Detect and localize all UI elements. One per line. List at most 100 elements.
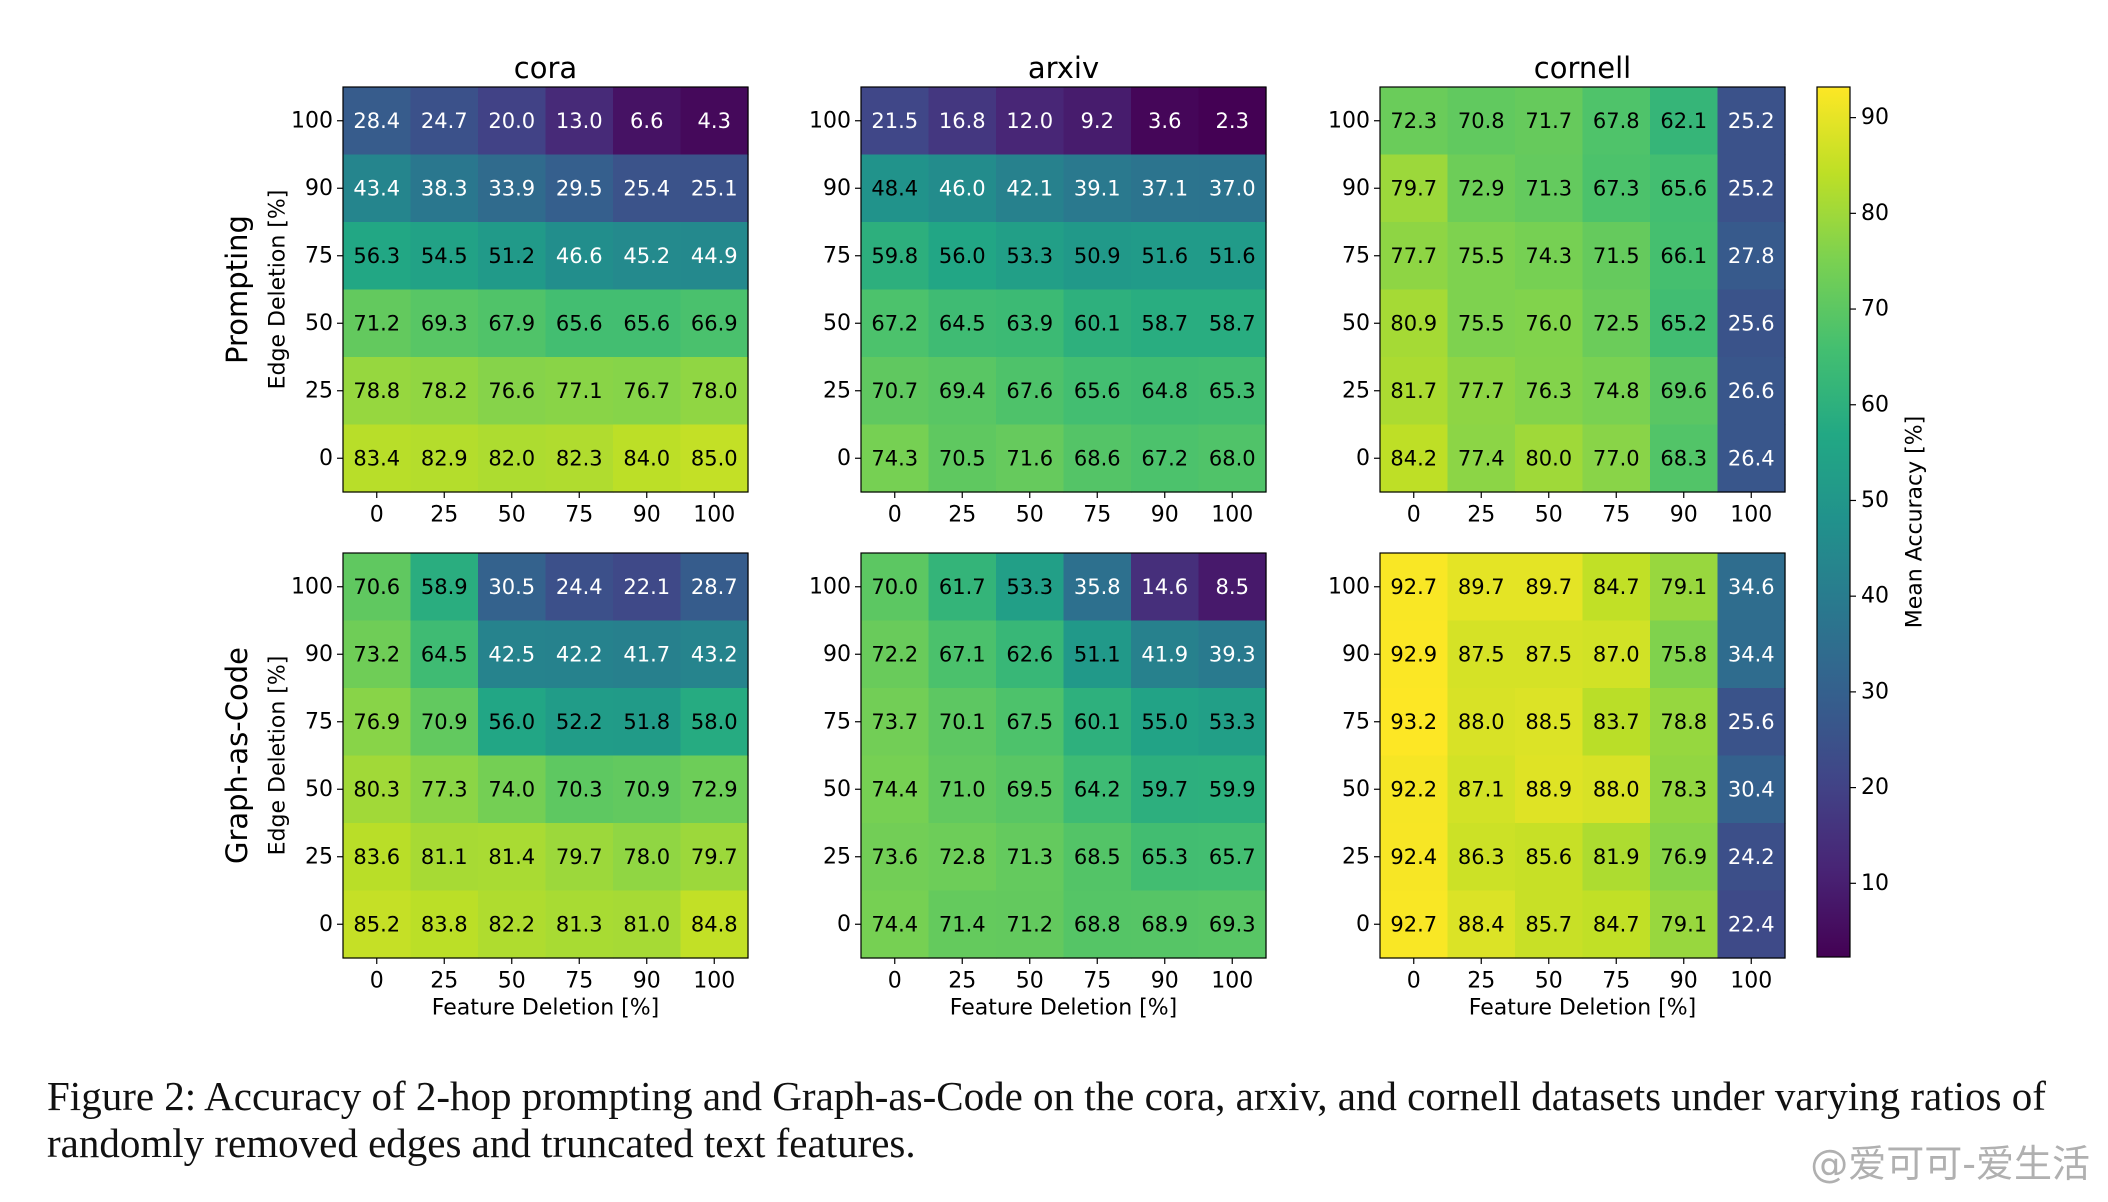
heatmap-cell [928,357,997,426]
x-tick-label: 50 [1016,969,1044,994]
cell-value-label: 75.5 [1458,311,1505,335]
colorbar-tick-label: 90 [1861,105,1889,130]
heatmap-cell [410,553,479,622]
cell-value-label: 79.7 [1390,176,1437,200]
heatmap-figure: 28.4 24.7 20.0 13.0 6.6 4.3 43.4 38.3 33.9 29.5 25… [220,51,1928,1021]
heatmap-cell [478,357,547,426]
heatmap-cell [680,620,749,689]
cell-value-label: 74.0 [488,777,535,801]
heatmap-cell [545,289,614,358]
cell-value-label: 53.3 [1209,710,1256,734]
cell-value-label: 51.6 [1209,244,1256,268]
x-tick-label: 75 [1602,969,1630,994]
cell-value-label: 84.2 [1390,446,1437,470]
cell-value-label: 81.0 [623,912,670,936]
cell-value-label: 68.3 [1660,446,1707,470]
panel-title: arxiv [1028,51,1099,85]
cell-value-label: 68.8 [1074,912,1121,936]
heatmap-cell [343,890,412,959]
cell-value-label: 81.4 [488,845,535,869]
x-tick-label: 75 [1083,503,1111,528]
x-tick-label: 90 [1670,503,1698,528]
y-tick-label: 25 [1342,844,1370,869]
cell-value-label: 65.3 [1209,379,1256,403]
row-title: Prompting [220,215,254,364]
y-tick-label: 100 [291,108,333,133]
y-tick-label: 100 [1328,108,1370,133]
cell-value-label: 74.8 [1593,379,1640,403]
cell-value-label: 88.0 [1593,777,1640,801]
x-tick-label: 100 [693,503,735,528]
heatmap-cell [1717,87,1786,156]
cell-value-label: 86.3 [1458,845,1505,869]
cell-value-label: 73.6 [871,845,918,869]
cell-value-label: 45.2 [623,244,670,268]
cell-value-label: 71.3 [1525,176,1572,200]
heatmap-cell [1380,87,1449,156]
y-axis-label: Edge Deletion [%] [266,656,291,856]
heatmap-cell [1198,890,1267,959]
heatmap-cell [1063,154,1132,223]
cell-value-label: 72.3 [1390,109,1437,133]
heatmap-cell [1447,357,1516,426]
cell-value-label: 69.4 [939,379,986,403]
heatmap-cell [1515,87,1584,156]
heatmap-cell [1515,289,1584,358]
cell-value-label: 77.7 [1390,244,1437,268]
y-tick-label: 0 [319,446,333,471]
cell-value-label: 28.4 [353,109,400,133]
cell-value-label: 25.6 [1728,311,1775,335]
heatmap-cell [1380,424,1449,493]
cell-value-label: 75.8 [1660,642,1707,666]
y-tick-label: 90 [305,176,333,201]
heatmap-cell [478,890,547,959]
cell-value-label: 6.6 [630,109,663,133]
heatmap-cell [996,154,1065,223]
x-tick-label: 75 [1083,969,1111,994]
cell-value-label: 92.7 [1390,575,1437,599]
cell-value-label: 35.8 [1074,575,1121,599]
cell-value-label: 39.1 [1074,176,1121,200]
heatmap-cell [1131,222,1200,291]
heatmap-cell [928,87,997,156]
x-tick-label: 100 [1730,503,1772,528]
heatmap-cell [478,289,547,358]
cell-value-label: 37.1 [1141,176,1188,200]
heatmap-cell [861,890,930,959]
heatmap-cell [1063,755,1132,824]
cell-value-label: 92.2 [1390,777,1437,801]
heatmap-cell [928,553,997,622]
heatmap-cell [613,289,682,358]
heatmap-cell [1380,553,1449,622]
cell-value-label: 60.1 [1074,311,1121,335]
cell-value-label: 68.5 [1074,845,1121,869]
x-tick-label: 50 [498,503,526,528]
cell-value-label: 62.1 [1660,109,1707,133]
cell-value-label: 68.9 [1141,912,1188,936]
cell-value-label: 92.7 [1390,912,1437,936]
heatmap-cell [343,620,412,689]
cell-value-label: 71.3 [1006,845,1053,869]
heatmap-cell [996,553,1065,622]
cell-value-label: 42.1 [1006,176,1053,200]
cell-value-label: 79.1 [1660,575,1707,599]
heatmap-cell [1582,890,1651,959]
cell-value-label: 70.9 [421,710,468,734]
cell-value-label: 82.2 [488,912,535,936]
cell-value-label: 72.9 [691,777,738,801]
heatmap-cell [1447,289,1516,358]
heatmap-cell [861,87,930,156]
heatmap-cell [861,620,930,689]
heatmap-cell [1447,890,1516,959]
panel-frame [1379,552,1786,959]
heatmap-cell [1515,755,1584,824]
heatmap-cell [1717,357,1786,426]
heatmap-cell [680,553,749,622]
y-tick-label: 100 [809,574,851,599]
cell-value-label: 64.5 [939,311,986,335]
heatmap-cell [1717,424,1786,493]
heatmap-cell [1582,755,1651,824]
panel-frame [860,86,1267,493]
heatmap-cell [343,154,412,223]
cell-value-label: 48.4 [871,176,918,200]
